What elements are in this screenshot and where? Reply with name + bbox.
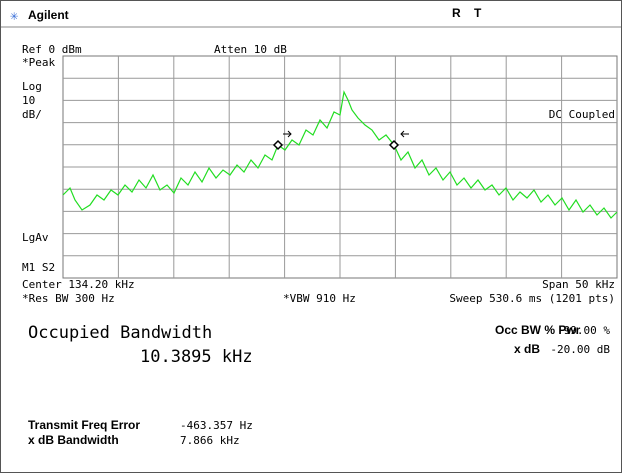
measurement-title: Occupied Bandwidth: [28, 323, 212, 343]
status-r: R: [452, 6, 461, 20]
left-label: *Peak: [22, 56, 55, 69]
center: Center 134.20 kHz: [22, 278, 135, 291]
trace: [62, 90, 618, 219]
res-bw: *Res BW 300 Hz: [22, 292, 115, 305]
sweep: Sweep 530.6 ms (1201 pts): [449, 292, 615, 305]
freq-error-value: -463.357 Hz: [180, 419, 253, 432]
left-label: dB/: [22, 108, 42, 121]
marker-arrow: [283, 130, 292, 138]
marker: [388, 139, 400, 151]
span: Span 50 kHz: [542, 278, 615, 291]
xdb-bw-value: 7.866 kHz: [180, 434, 240, 447]
xdb-label: x dB: [514, 342, 540, 356]
status-t: T: [474, 6, 482, 20]
coupling: DC Coupled: [549, 108, 615, 121]
graticule: [62, 55, 618, 279]
left-label: Log: [22, 80, 42, 93]
attenuation: Atten 10 dB: [214, 43, 287, 56]
left-label: 10: [22, 94, 35, 107]
ref-level: Ref 0 dBm: [22, 43, 82, 56]
brand: Agilent: [28, 8, 69, 22]
measurement-value: 10.3895 kHz: [140, 347, 253, 367]
pwr-value: 99.00 %: [564, 324, 611, 337]
logo: ✳: [10, 8, 19, 24]
average: LgAv: [22, 231, 49, 244]
xdb-value: -20.00 dB: [550, 343, 610, 356]
vbw: *VBW 910 Hz: [283, 292, 356, 305]
freq-error-label: Transmit Freq Error: [28, 418, 140, 432]
marker: [272, 139, 284, 151]
marker-state: M1 S2: [22, 261, 55, 274]
pwr-label: Occ BW % Pwr: [495, 323, 581, 337]
xdb-bw-label: x dB Bandwidth: [28, 433, 119, 447]
marker-arrow: [400, 130, 409, 138]
